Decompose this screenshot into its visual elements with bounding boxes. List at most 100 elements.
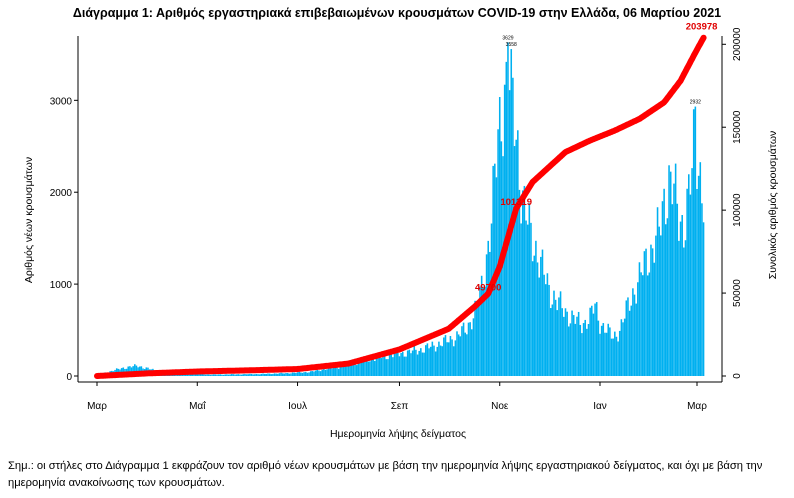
bar bbox=[637, 282, 639, 376]
bar bbox=[346, 363, 348, 376]
bar bbox=[290, 373, 292, 376]
bar bbox=[671, 204, 674, 376]
bar bbox=[586, 328, 588, 376]
bar bbox=[378, 356, 381, 376]
bar bbox=[536, 262, 539, 376]
bar bbox=[638, 262, 641, 376]
bar bbox=[347, 362, 350, 376]
bar bbox=[576, 316, 578, 376]
bar bbox=[658, 226, 660, 376]
bar bbox=[602, 323, 605, 376]
bar bbox=[359, 358, 361, 376]
bar bbox=[191, 374, 194, 376]
footnote: Σημ.: οι στήλες στο Διάγραμμα 1 εκφράζου… bbox=[8, 460, 763, 489]
bar bbox=[558, 297, 560, 376]
bar bbox=[418, 350, 420, 376]
bar bbox=[484, 286, 486, 376]
bar bbox=[337, 368, 340, 376]
bar bbox=[597, 320, 600, 376]
bar bbox=[456, 331, 458, 376]
bar bbox=[553, 290, 555, 376]
bar bbox=[505, 61, 508, 377]
bar bbox=[554, 299, 557, 376]
bar bbox=[295, 372, 297, 376]
bar bbox=[429, 346, 432, 376]
bar bbox=[490, 223, 493, 376]
bar bbox=[439, 345, 442, 376]
bar bbox=[240, 374, 243, 376]
bar bbox=[592, 313, 595, 376]
y2-tick-label: 200000 bbox=[732, 27, 743, 61]
bar bbox=[244, 374, 246, 376]
bar bbox=[622, 322, 624, 376]
bar bbox=[494, 163, 496, 376]
bar bbox=[382, 354, 384, 376]
bar bbox=[451, 339, 453, 376]
bar bbox=[630, 305, 633, 376]
bar bbox=[319, 371, 322, 376]
bar bbox=[518, 189, 521, 376]
bar bbox=[561, 308, 563, 376]
bar bbox=[357, 361, 360, 376]
bar bbox=[635, 303, 637, 376]
x-tick-label: Νοε bbox=[491, 401, 509, 412]
bar bbox=[314, 370, 317, 376]
bar bbox=[551, 304, 554, 376]
bar bbox=[281, 373, 284, 376]
bar bbox=[434, 351, 437, 376]
bar bbox=[267, 373, 269, 376]
bar bbox=[485, 254, 488, 376]
bar bbox=[339, 366, 342, 376]
bar bbox=[196, 373, 199, 376]
bar bbox=[684, 240, 687, 376]
bar bbox=[370, 357, 373, 376]
bar bbox=[692, 109, 695, 376]
bar bbox=[530, 222, 532, 376]
bar bbox=[193, 374, 195, 376]
cumulative-value-label: 49700 bbox=[475, 283, 501, 294]
y2-tick-label: 50000 bbox=[732, 279, 743, 307]
bar bbox=[306, 372, 309, 376]
bar bbox=[691, 168, 693, 376]
bar bbox=[443, 337, 445, 376]
y-tick-label: 3000 bbox=[50, 96, 73, 107]
bar bbox=[617, 341, 619, 376]
bar bbox=[383, 354, 386, 376]
bar bbox=[454, 340, 457, 376]
bar bbox=[538, 277, 540, 376]
bar bbox=[599, 333, 601, 376]
bar bbox=[424, 345, 427, 376]
bar bbox=[525, 220, 527, 376]
bar bbox=[293, 372, 296, 376]
bar bbox=[683, 247, 685, 376]
bar-value-label: 3629 bbox=[502, 36, 513, 42]
bar bbox=[235, 374, 238, 376]
bar bbox=[436, 346, 439, 376]
bar bbox=[610, 338, 613, 376]
bar bbox=[679, 221, 682, 376]
bar bbox=[232, 374, 235, 376]
bar bbox=[507, 42, 509, 377]
bar bbox=[247, 374, 250, 376]
bar bbox=[651, 248, 654, 376]
bar bbox=[189, 373, 192, 376]
bar bbox=[390, 354, 393, 376]
bar bbox=[607, 323, 610, 376]
bar bbox=[401, 351, 404, 376]
cumulative-line-layer bbox=[94, 34, 707, 379]
bar bbox=[397, 352, 399, 376]
bar bbox=[625, 300, 628, 376]
bar bbox=[204, 374, 207, 376]
bar bbox=[135, 365, 138, 376]
bar bbox=[280, 372, 282, 376]
bar bbox=[612, 338, 614, 376]
bar bbox=[288, 373, 291, 376]
y-tick-label: 0 bbox=[66, 372, 72, 383]
bar bbox=[392, 357, 394, 376]
bar bbox=[326, 369, 328, 376]
bar bbox=[286, 373, 289, 376]
x-tick-label: Σεπ bbox=[391, 401, 409, 412]
bar bbox=[520, 223, 522, 376]
bar bbox=[308, 372, 310, 376]
